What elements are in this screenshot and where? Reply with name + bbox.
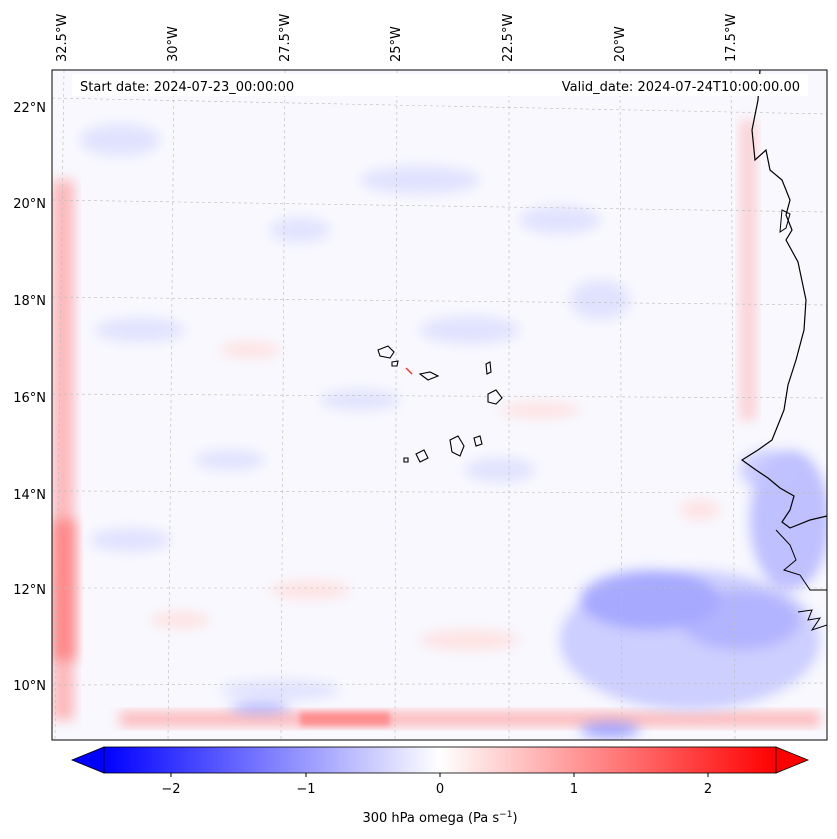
lon-label: 25°W bbox=[389, 26, 404, 62]
lon-label: 32.5°W bbox=[55, 14, 70, 62]
date-banner bbox=[72, 74, 808, 96]
blue-descent-area bbox=[230, 450, 827, 738]
colorbar: −2 −1 0 1 2 300 hPa omega (Pa s−1) bbox=[70, 746, 810, 826]
lat-label: 18°N bbox=[13, 294, 46, 309]
graticule bbox=[52, 70, 827, 740]
colorbar-min-extension bbox=[70, 746, 105, 774]
lon-label: 17.5°W bbox=[724, 14, 739, 62]
cape-verde-islands bbox=[377, 345, 503, 463]
omega-field bbox=[52, 70, 827, 740]
colorbar-tick-label: 2 bbox=[704, 782, 712, 797]
colorbar-tick-label: 1 bbox=[570, 782, 578, 797]
lat-label: 10°N bbox=[13, 679, 46, 694]
latitude-labels: 22°N 20°N 18°N 16°N 14°N 12°N 10°N bbox=[13, 101, 46, 694]
colorbar-label: 300 hPa omega (Pa s−1) bbox=[362, 810, 517, 826]
lat-label: 20°N bbox=[13, 197, 46, 212]
lat-label: 14°N bbox=[13, 488, 46, 503]
valid-date-label: Valid_date: 2024-07-24T10:00:00.00 bbox=[562, 80, 800, 95]
colorbar-tick-label: 0 bbox=[436, 782, 444, 797]
map-frame bbox=[51, 69, 828, 741]
bottom-boundary-band bbox=[120, 712, 820, 726]
lon-label: 22.5°W bbox=[501, 14, 516, 62]
lon-label: 30°W bbox=[166, 26, 181, 62]
right-boundary-band bbox=[740, 120, 756, 420]
lat-label: 12°N bbox=[13, 583, 46, 598]
colorbar-gradient bbox=[103, 746, 777, 774]
lat-label: 22°N bbox=[13, 101, 46, 116]
africa-coastline bbox=[740, 70, 827, 529]
lat-label: 16°N bbox=[13, 391, 46, 406]
start-date-label: Start date: 2024-07-23_00:00:00 bbox=[80, 80, 294, 95]
lon-label: 20°W bbox=[613, 26, 628, 62]
colorbar-tick-label: −1 bbox=[296, 782, 315, 797]
lon-label: 27.5°W bbox=[278, 14, 293, 62]
colorbar-max-extension bbox=[775, 746, 810, 774]
longitude-labels: 32.5°W 30°W 27.5°W 25°W 22.5°W 20°W 17.5… bbox=[55, 14, 739, 62]
colorbar-tick-label: −2 bbox=[161, 782, 180, 797]
colorbar-ticks bbox=[170, 773, 709, 777]
